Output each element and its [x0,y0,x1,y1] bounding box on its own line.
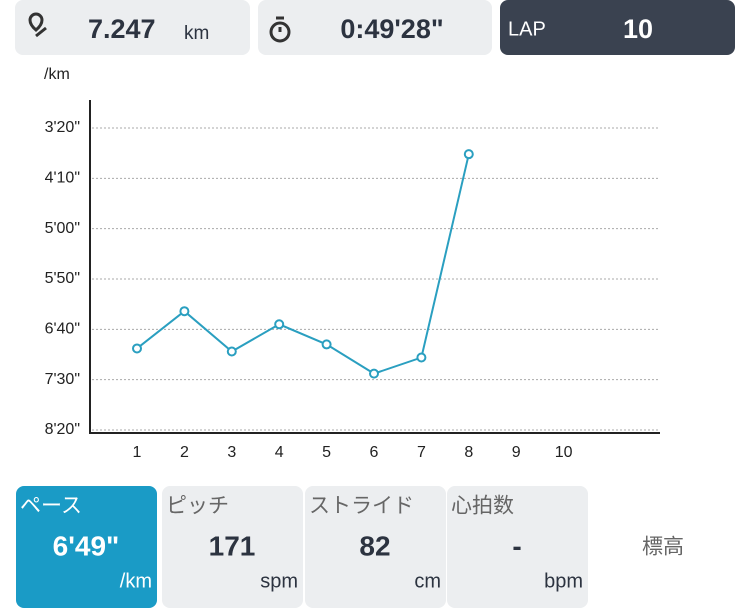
lap-label: LAP [508,18,546,40]
lap-value: 10 [623,14,653,44]
x-tick-label: 5 [322,444,331,461]
x-tick-label: 9 [512,444,521,461]
y-tick-label: 5'00" [45,220,80,237]
x-tick-label: 6 [370,444,379,461]
distance-box [15,0,250,55]
pace-point [132,343,142,354]
tab-label: 心拍数 [451,495,514,518]
tab-unit: cm [414,570,441,592]
x-tick-label: 4 [275,444,284,461]
distance-unit: km [184,23,209,44]
y-tick-label: 5'50" [45,270,80,287]
tab-label[interactable]: 標高 [642,536,684,559]
pace-point [274,319,285,330]
tab-value: 82 [359,530,390,561]
x-tick-label: 1 [133,444,142,461]
time-value: 0:49'28" [340,14,443,44]
tab-unit: /km [120,570,152,592]
tab[interactable] [16,486,157,608]
y-tick-label: 4'10" [45,170,80,187]
tab-value: - [512,530,521,561]
time-box [258,0,492,55]
pace-point [369,368,379,379]
tab-unit: bpm [544,570,583,592]
x-tick-label: 8 [464,444,473,461]
y-tick-label: 7'30" [45,371,80,388]
x-tick-label: 7 [417,444,426,461]
y-tick-label: 6'40" [45,321,80,338]
distance-icon [28,12,47,38]
time-icon-hand [276,16,284,32]
tab-unit: spm [260,570,298,592]
pace-line [136,153,470,375]
x-tick-label: 3 [227,444,236,461]
pace-point [226,346,237,357]
x-tick-label: 2 [180,444,189,461]
distance-value: 7.247 [88,14,156,44]
tab-label: ピッチ [166,495,229,518]
tab[interactable] [162,486,303,608]
tab[interactable] [305,486,446,608]
tab-value: 171 [209,530,256,561]
tab-value: 6'49" [53,530,120,561]
time-icon [269,21,291,43]
tab-label: ペース [20,495,82,518]
x-tick-label: 10 [555,444,573,461]
tab-label: ストライド [309,495,414,518]
y-tick-label: 3'20" [45,119,80,136]
lap-box [500,0,735,55]
pace-point [463,149,474,160]
pace-point [321,339,332,350]
pace-point [179,306,190,317]
pace-point [416,352,427,363]
y-tick-label: 8'20" [45,421,80,438]
tab[interactable] [447,486,588,608]
y-unit: /km [44,66,70,83]
